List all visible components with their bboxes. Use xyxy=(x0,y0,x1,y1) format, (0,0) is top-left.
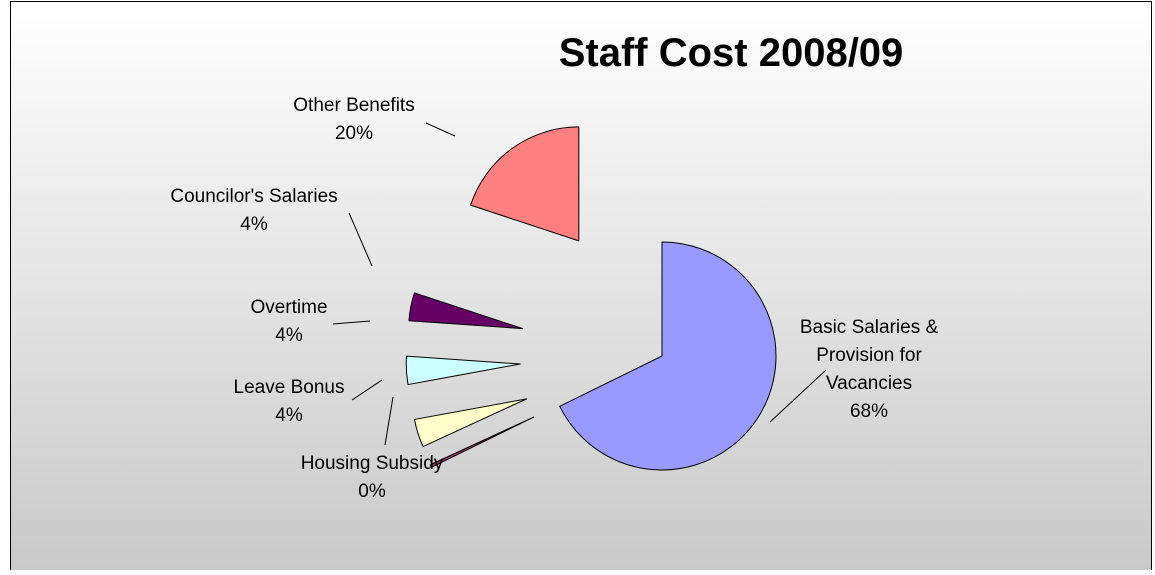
slice-category-label: Councilor's Salaries xyxy=(170,186,337,207)
slice-percent-label: 4% xyxy=(275,325,303,346)
pie-slice xyxy=(405,355,521,386)
leader-line xyxy=(351,379,383,401)
slice-percent-label: 20% xyxy=(335,123,373,144)
leader-lines xyxy=(332,122,827,446)
slice-category-label: Other Benefits xyxy=(293,95,414,116)
pie-slice xyxy=(429,416,535,468)
pie-slice xyxy=(559,241,777,471)
slice-percent-label: 68% xyxy=(850,401,888,422)
leader-line xyxy=(769,369,827,423)
slice-percent-label: 4% xyxy=(240,214,268,235)
slice-category-label: Leave Bonus xyxy=(234,377,345,398)
slice-category-label: Overtime xyxy=(250,297,327,318)
slice-category-label: Vacancies xyxy=(826,373,912,394)
slice-category-label: Basic Salaries & xyxy=(800,317,939,338)
leader-line xyxy=(384,396,394,446)
slice-category-label: Provision for xyxy=(816,345,922,366)
slice-percent-label: 4% xyxy=(275,405,303,426)
slice-percent-label: 0% xyxy=(358,481,386,502)
chart-title: Staff Cost 2008/09 xyxy=(559,31,904,75)
chart-background xyxy=(10,1,1152,575)
pie-slice xyxy=(413,398,528,448)
slice-labels: Basic Salaries & Provision for Vacancies 68… xyxy=(170,95,938,502)
pie-slice xyxy=(470,126,580,242)
pie-slices xyxy=(405,126,777,471)
leader-line xyxy=(332,320,371,325)
leader-line xyxy=(425,122,456,137)
pie-slice xyxy=(408,292,524,330)
slice-category-label: Housing Subsidy xyxy=(301,453,444,474)
leader-line xyxy=(348,212,373,267)
